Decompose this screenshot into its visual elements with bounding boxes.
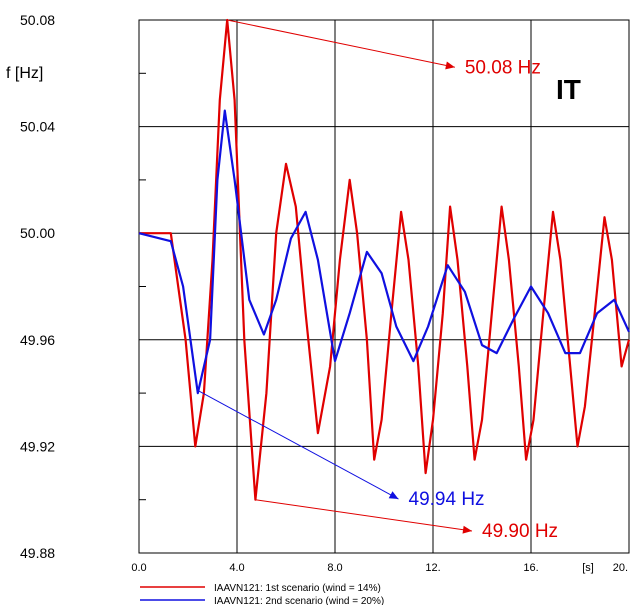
y-tick-label: 49.96 (20, 332, 55, 348)
x-tick-label: 0.0 (131, 562, 146, 574)
legend-label-2: IAAVN121: 2nd scenario (wind = 20%) (214, 596, 384, 605)
x-tick-label: [s] (582, 562, 594, 574)
y-tick-label: 50.04 (20, 119, 55, 135)
series-line-1 (139, 18, 630, 501)
y-axis: 49.88 49.92 49.96 50.00 50.04 50.08 (20, 12, 146, 561)
legend-label-1: IAAVN121: 1st scenario (wind = 14%) (214, 583, 381, 594)
x-tick-label: 8.0 (327, 562, 342, 574)
grid (139, 20, 629, 553)
x-tick-label: 4.0 (229, 562, 244, 574)
y-tick-label: 49.88 (20, 545, 55, 561)
annotations: 50.08 Hz 49.94 Hz 49.90 Hz (197, 19, 558, 542)
x-axis: 0.0 4.0 8.0 12. 16. [s] 20. (131, 562, 628, 574)
y-tick-label: 50.00 (20, 225, 55, 241)
x-tick-label: 12. (425, 562, 440, 574)
annotation-arrowhead-1 (445, 61, 455, 70)
annotation-label-1: 50.08 Hz (465, 57, 541, 78)
annotation-arrow-2 (197, 389, 399, 500)
annotation-arrow-1 (227, 19, 455, 68)
annotation-label-2: 49.94 Hz (409, 489, 485, 510)
region-label: IT (556, 74, 581, 105)
annotation-arrow-3 (255, 499, 473, 532)
y-axis-label: f [Hz] (6, 65, 43, 82)
legend: IAAVN121: 1st scenario (wind = 14%) IAAVN… (140, 583, 384, 605)
y-tick-label: 50.08 (20, 12, 55, 28)
annotation-arrowhead-3 (462, 525, 472, 534)
y-tick-label: 49.92 (20, 438, 55, 454)
x-tick-label: 16. (523, 562, 538, 574)
series-line-2 (138, 109, 630, 395)
x-tick-label: 20. (613, 562, 628, 574)
annotation-label-3: 49.90 Hz (482, 521, 558, 542)
series-group (138, 18, 630, 501)
annotation-arrowhead-2 (388, 491, 399, 500)
